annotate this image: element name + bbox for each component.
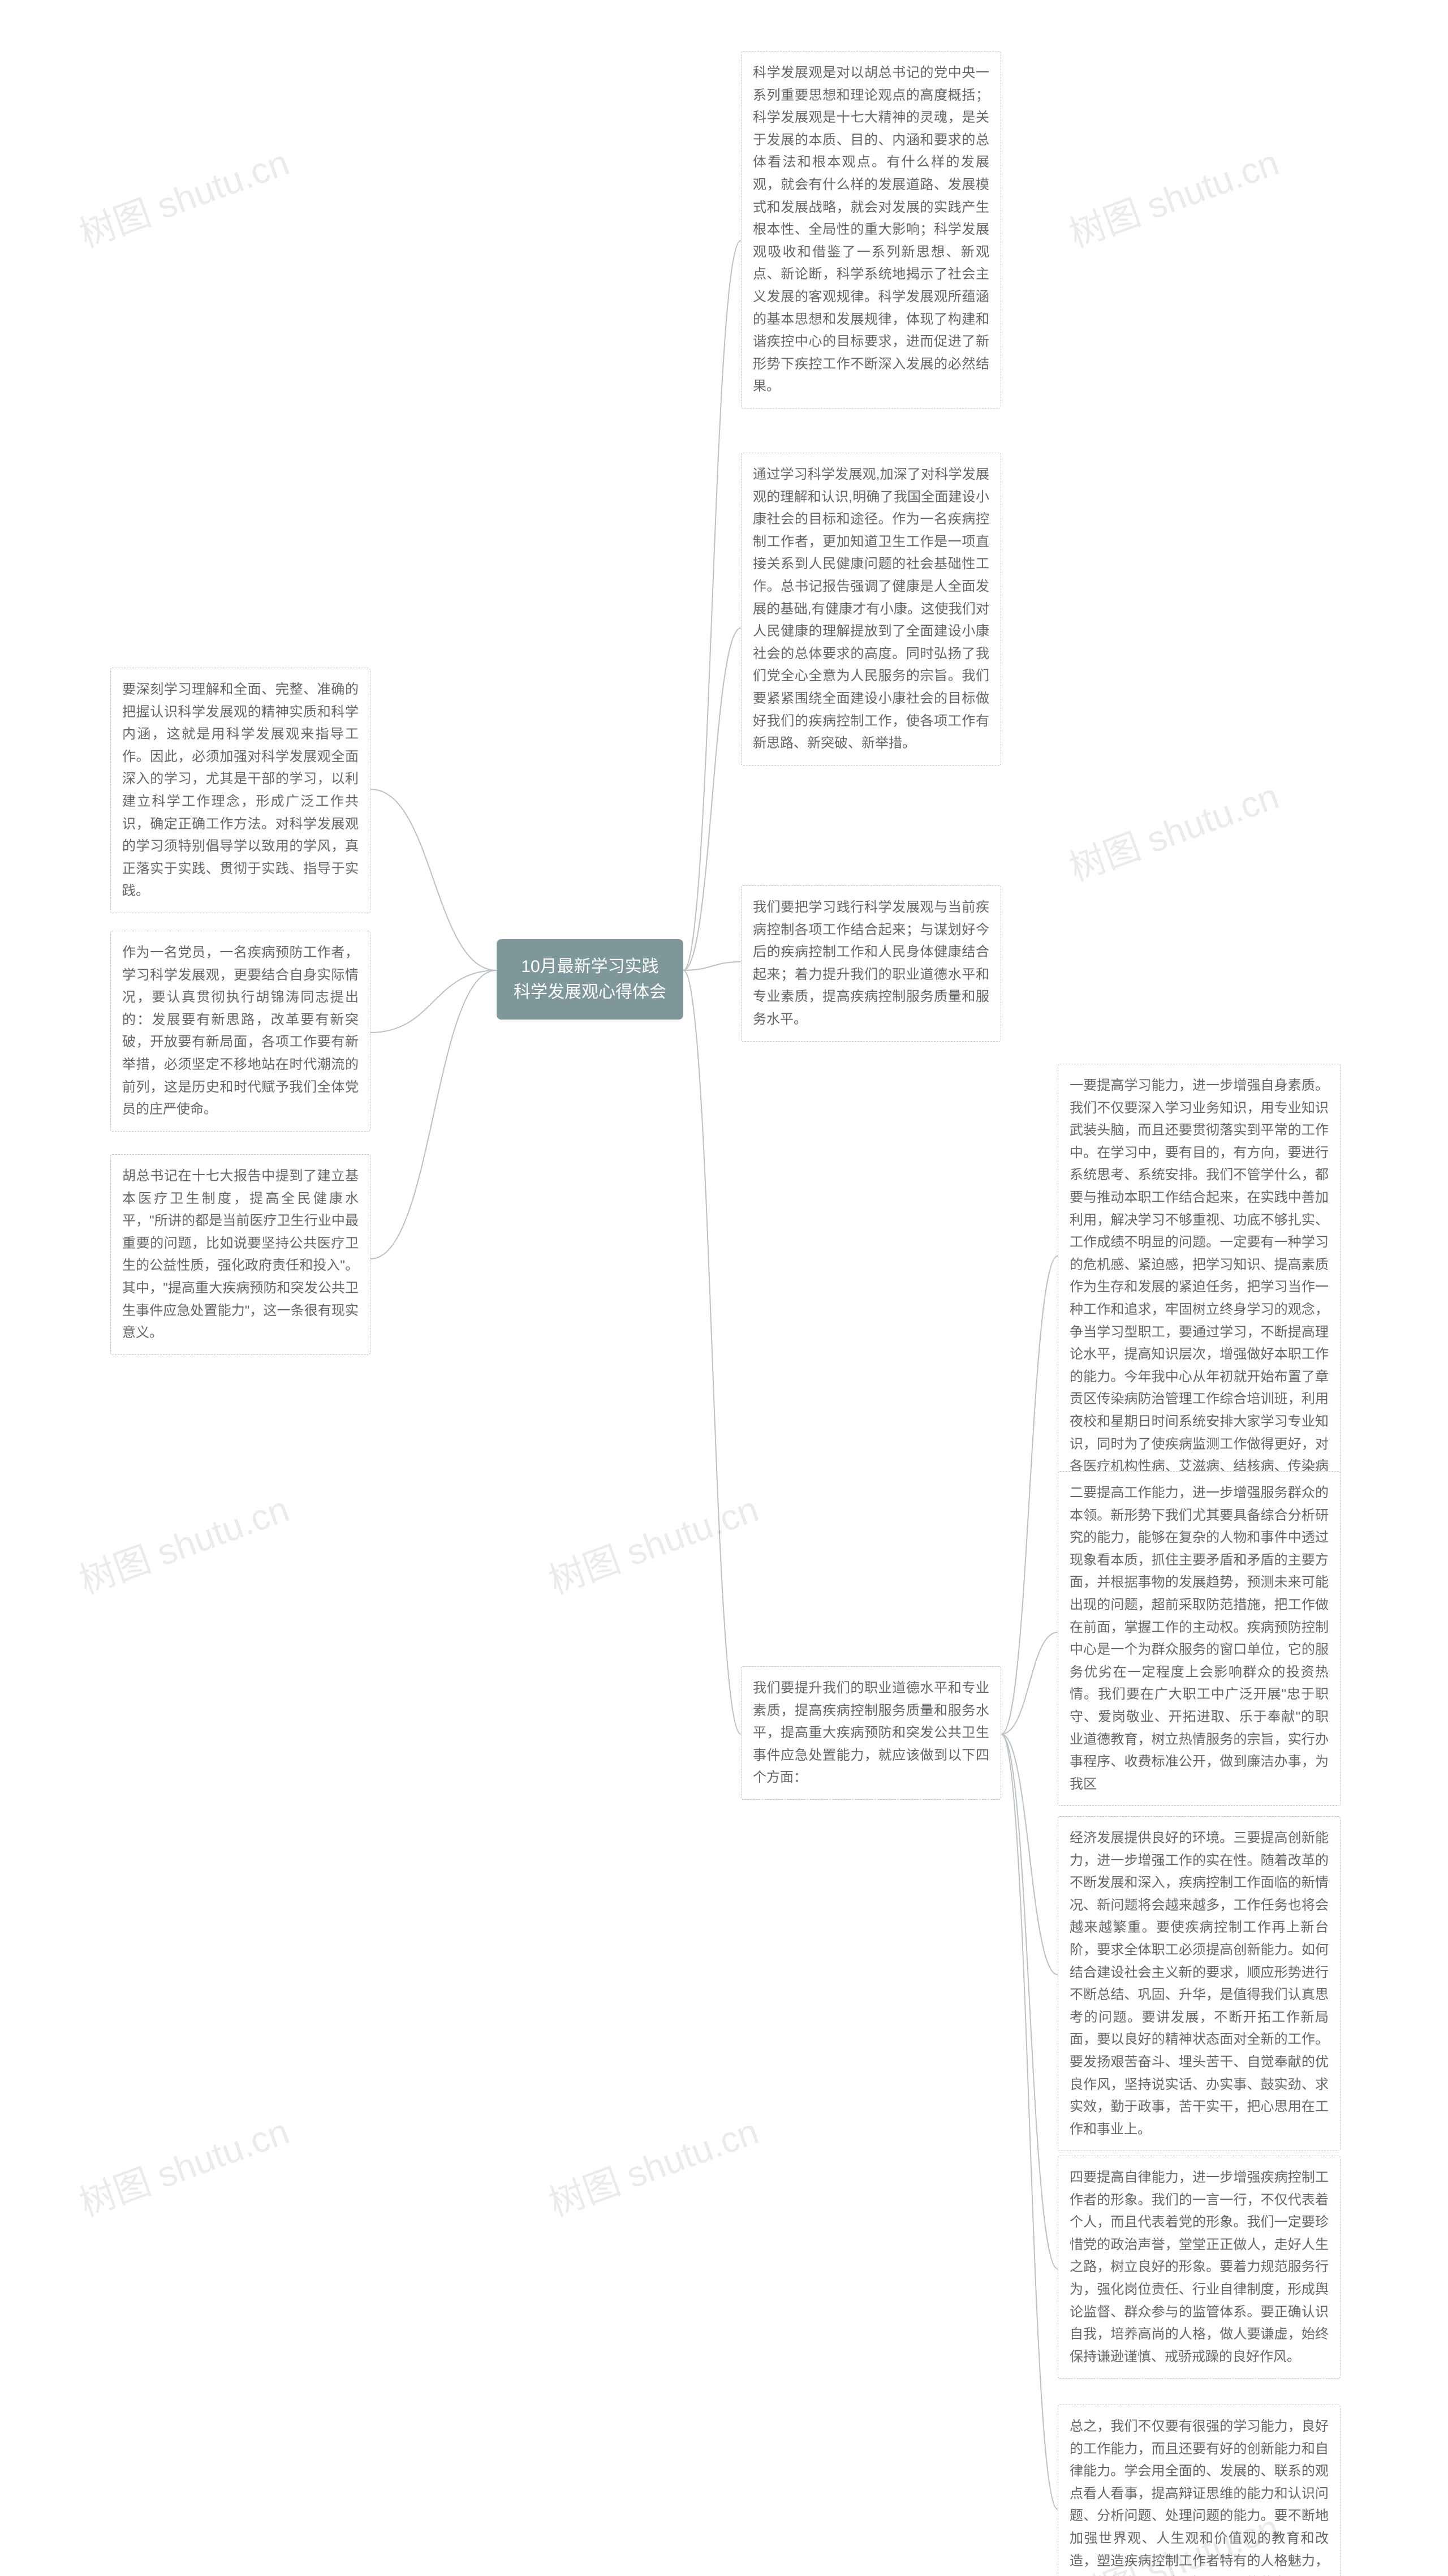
- node-text: 总之，我们不仅要有很强的学习能力，良好的工作能力，而且还要有好的创新能力和自律能…: [1070, 2419, 1329, 2576]
- watermark: 树图 shutu.cn: [541, 1480, 765, 1604]
- center-topic: 10月最新学习实践科学发展观心得体会: [497, 939, 683, 1020]
- node-text: 四要提高自律能力，进一步增强疾病控制工作者的形象。我们的一言一行，不仅代表着个人…: [1070, 2170, 1329, 2364]
- node-text: 科学发展观是对以胡总书记的党中央一系列重要思想和理论观点的高度概括；科学发展观是…: [753, 65, 989, 394]
- right-node-R1: 科学发展观是对以胡总书记的党中央一系列重要思想和理论观点的高度概括；科学发展观是…: [741, 51, 1001, 408]
- right-node-R3: 我们要把学习践行科学发展观与当前疾病控制各项工作结合起来；与谋划好今后的疾病控制…: [741, 885, 1001, 1042]
- node-text: 通过学习科学发展观,加深了对科学发展观的理解和认识,明确了我国全面建设小康社会的…: [753, 467, 989, 751]
- watermark: 树图 shutu.cn: [541, 2102, 765, 2226]
- watermark: 树图 shutu.cn: [71, 1480, 295, 1604]
- node-text: 我们要提升我们的职业道德水平和专业素质，提高疾病控制服务质量和服务水平，提高重大…: [753, 1680, 989, 1785]
- node-text: 二要提高工作能力，进一步增强服务群众的本领。新形势下我们尤其要具备综合分析研究的…: [1070, 1485, 1329, 1792]
- watermark: 树图 shutu.cn: [1061, 134, 1285, 257]
- watermark: 树图 shutu.cn: [71, 2102, 295, 2226]
- right-child-node-R4b: 二要提高工作能力，进一步增强服务群众的本领。新形势下我们尤其要具备综合分析研究的…: [1058, 1471, 1341, 1806]
- watermark: 树图 shutu.cn: [71, 134, 295, 257]
- right-child-node-R4d: 四要提高自律能力，进一步增强疾病控制工作者的形象。我们的一言一行，不仅代表着个人…: [1058, 2156, 1341, 2379]
- node-text: 作为一名党员，一名疾病预防工作者，学习科学发展观，更要结合自身实际情况，要认真贯…: [122, 945, 359, 1117]
- left-node-L1: 要深刻学习理解和全面、完整、准确的把握认识科学发展观的精神实质和科学内涵，这就是…: [110, 668, 370, 913]
- right-child-node-R4e: 总之，我们不仅要有很强的学习能力，良好的工作能力，而且还要有好的创新能力和自律能…: [1058, 2405, 1341, 2576]
- watermark: 树图 shutu.cn: [1061, 767, 1285, 891]
- right-child-node-R4c: 经济发展提供良好的环境。三要提高创新能力，进一步增强工作的实在性。随着改革的不断…: [1058, 1816, 1341, 2151]
- right-node-R2: 通过学习科学发展观,加深了对科学发展观的理解和认识,明确了我国全面建设小康社会的…: [741, 453, 1001, 766]
- center-topic-label: 10月最新学习实践科学发展观心得体会: [514, 957, 666, 1001]
- node-text: 胡总书记在十七大报告中提到了建立基本医疗卫生制度，提高全民健康水平，"所讲的都是…: [122, 1168, 359, 1340]
- left-node-L3: 胡总书记在十七大报告中提到了建立基本医疗卫生制度，提高全民健康水平，"所讲的都是…: [110, 1154, 370, 1355]
- node-text: 我们要把学习践行科学发展观与当前疾病控制各项工作结合起来；与谋划好今后的疾病控制…: [753, 900, 989, 1027]
- node-text: 要深刻学习理解和全面、完整、准确的把握认识科学发展观的精神实质和科学内涵，这就是…: [122, 682, 359, 898]
- right-node-R4: 我们要提升我们的职业道德水平和专业素质，提高疾病控制服务质量和服务水平，提高重大…: [741, 1666, 1001, 1800]
- node-text: 经济发展提供良好的环境。三要提高创新能力，进一步增强工作的实在性。随着改革的不断…: [1070, 1830, 1329, 2137]
- left-node-L2: 作为一名党员，一名疾病预防工作者，学习科学发展观，更要结合自身实际情况，要认真贯…: [110, 931, 370, 1132]
